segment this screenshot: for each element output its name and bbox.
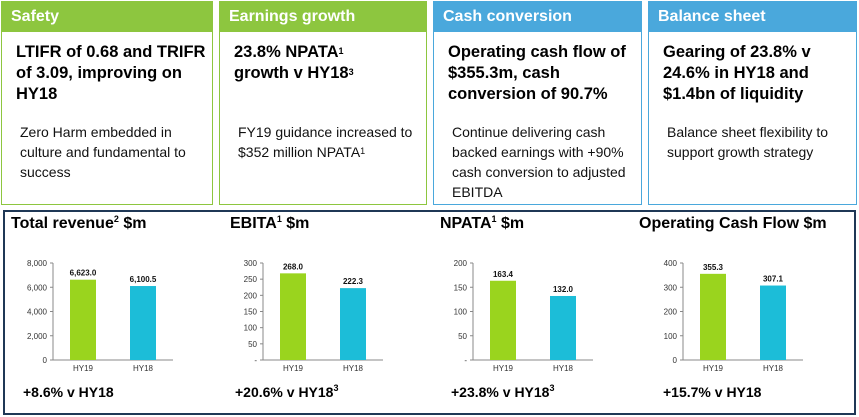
y-tick-label: 150 xyxy=(244,308,258,317)
y-tick-label: 250 xyxy=(244,275,258,284)
chart-ebita: EBITA1 $m - 50 100 150 200 250 300 268.0 HY19 222… xyxy=(215,212,425,417)
bar xyxy=(340,288,366,360)
bar-chart-svg: - 50 100 150 200 250 300 268.0 HY19 222.3 HY18 xyxy=(244,259,383,373)
card-description: Continue delivering cash backed earnings… xyxy=(452,124,626,200)
x-tick-label: HY18 xyxy=(763,364,784,373)
y-tick-label: 50 xyxy=(248,340,257,349)
card-headline: 23.8% NPATA1 growth v HY183 xyxy=(234,43,354,82)
x-tick-label: HY19 xyxy=(73,364,94,373)
chart-title: Operating Cash Flow $m xyxy=(639,215,827,232)
y-tick-label: 100 xyxy=(244,324,258,333)
bar-value-label: 222.3 xyxy=(343,277,364,286)
chart-title: Total revenue2 $m xyxy=(11,214,147,232)
growth-label: +20.6% v HY183 xyxy=(235,383,339,400)
card-header: Earnings growth xyxy=(220,2,426,32)
bar-value-label: 355.3 xyxy=(703,263,724,272)
card-headline: LTIFR of 0.68 and TRIFR of 3.09, improvi… xyxy=(16,43,206,103)
bar-chart-svg: 0 2,000 4,000 6,000 8,000 6,623.0 HY19 6,100.5 H… xyxy=(27,259,173,373)
bar xyxy=(490,280,516,360)
y-tick-label: 2,000 xyxy=(27,332,48,341)
card-earnings-growth: Earnings growth 23.8% NPATA1 growth v HY… xyxy=(219,1,427,205)
bar xyxy=(70,279,96,360)
chart-total-revenue: Total revenue2 $m 0 2,000 4,000 6,000 8,000 6… xyxy=(5,212,215,417)
bar-value-label: 132.0 xyxy=(553,285,574,294)
bar xyxy=(550,295,576,360)
y-tick-label: 0 xyxy=(673,356,678,365)
growth-label: +15.7% v HY18 xyxy=(663,384,762,400)
growth-label: +8.6% v HY18 xyxy=(23,384,114,400)
y-tick-label: - xyxy=(254,356,257,365)
card-safety: Safety LTIFR of 0.68 and TRIFR of 3.09, … xyxy=(1,1,213,205)
y-tick-label: 50 xyxy=(458,332,467,341)
card-description: FY19 guidance increased to $352 million … xyxy=(238,124,413,160)
chart-operating-cash-flow: Operating Cash Flow $m 0 100 200 300 400 355.… xyxy=(635,212,854,417)
card-cash-conversion: Cash conversion Operating cash flow of $… xyxy=(433,1,642,205)
card-header: Balance sheet xyxy=(649,2,856,32)
bar xyxy=(700,273,726,360)
chart-npata: NPATA1 $m - 50 100 150 200 163.4 HY19 132.0 HY18… xyxy=(425,212,635,417)
y-tick-label: 4,000 xyxy=(27,308,48,317)
bar-value-label: 163.4 xyxy=(493,270,514,279)
x-tick-label: HY19 xyxy=(493,364,514,373)
x-tick-label: HY19 xyxy=(703,364,724,373)
bar xyxy=(760,285,786,360)
card-description: Zero Harm embedded in culture and fundam… xyxy=(20,124,186,180)
x-tick-label: HY19 xyxy=(283,364,304,373)
bar-value-label: 307.1 xyxy=(763,275,784,284)
y-tick-label: 300 xyxy=(244,259,258,268)
x-tick-label: HY18 xyxy=(133,364,154,373)
bar-value-label: 6,100.5 xyxy=(130,275,157,284)
card-header: Safety xyxy=(2,2,212,32)
card-balance-sheet: Balance sheet Gearing of 23.8% v 24.6% i… xyxy=(648,1,857,205)
y-tick-label: 300 xyxy=(664,283,678,292)
chart-title: EBITA1 $m xyxy=(230,214,310,232)
card-description: Balance sheet flexibility to support gro… xyxy=(667,124,829,160)
bar-chart-svg: 0 100 200 300 400 355.3 HY19 307.1 HY18 xyxy=(664,259,803,373)
y-tick-label: 8,000 xyxy=(27,259,48,268)
y-tick-label: 100 xyxy=(454,308,468,317)
bar xyxy=(280,273,306,360)
chart-title: NPATA1 $m xyxy=(440,214,525,232)
x-tick-label: HY18 xyxy=(343,364,364,373)
y-tick-label: 200 xyxy=(664,308,678,317)
bar xyxy=(130,286,156,360)
y-tick-label: 200 xyxy=(244,291,258,300)
y-tick-label: 200 xyxy=(454,259,468,268)
y-tick-label: - xyxy=(464,356,467,365)
y-tick-label: 150 xyxy=(454,283,468,292)
card-header: Cash conversion xyxy=(434,2,641,32)
charts-panel: Total revenue2 $m 0 2,000 4,000 6,000 8,000 6… xyxy=(3,210,856,415)
bar-chart-svg: - 50 100 150 200 163.4 HY19 132.0 HY18 xyxy=(454,259,593,373)
y-tick-label: 0 xyxy=(43,356,48,365)
bar-value-label: 268.0 xyxy=(283,262,304,271)
growth-label: +23.8% v HY183 xyxy=(451,383,555,400)
x-tick-label: HY18 xyxy=(553,364,574,373)
y-tick-label: 100 xyxy=(664,332,678,341)
card-headline: Gearing of 23.8% v 24.6% in HY18 and $1.… xyxy=(663,43,811,103)
y-tick-label: 400 xyxy=(664,259,678,268)
card-headline: Operating cash flow of $355.3m, cash con… xyxy=(448,43,626,103)
bar-value-label: 6,623.0 xyxy=(70,269,97,278)
y-tick-label: 6,000 xyxy=(27,283,48,292)
